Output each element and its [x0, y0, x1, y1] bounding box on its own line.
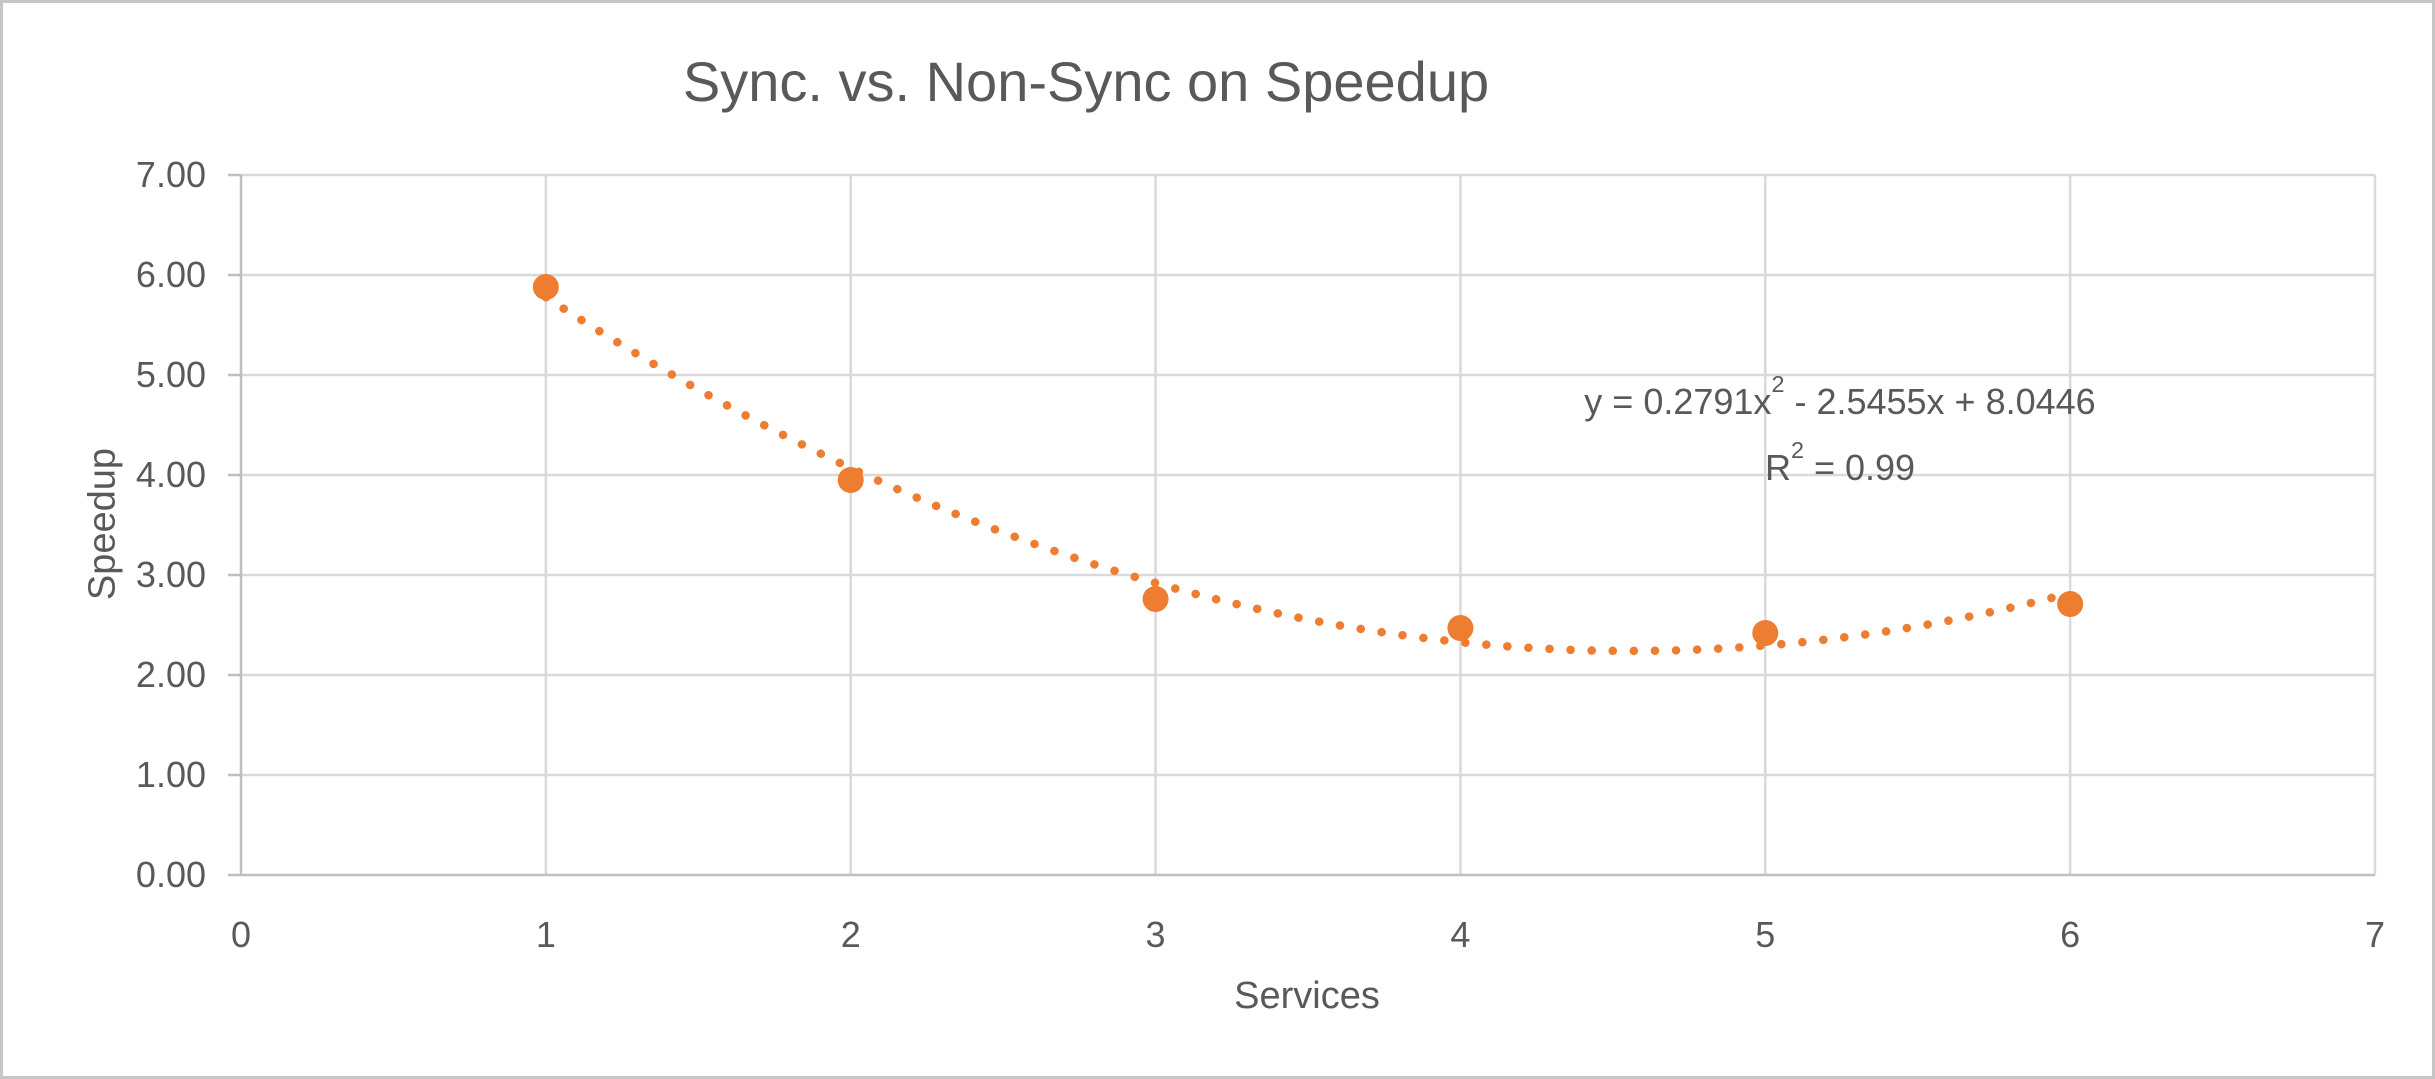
trendline-equation-line: y = 0.2791x2 - 2.5455x + 8.0446	[1340, 369, 2340, 435]
r2-exponent: 2	[1790, 437, 1804, 464]
x-tick-label: 6	[2060, 914, 2080, 955]
x-tick-label: 0	[231, 914, 251, 955]
trendline-r2-line: R2 = 0.99	[1340, 435, 2340, 501]
scatter-plot-area: 0.00 1.00 2.00 3.00 4.00 5.00 6.00 7.00 0 1 2 3 4 5 6 7	[136, 154, 2385, 955]
x-axis-title: Services	[1234, 975, 1380, 1017]
equation-suffix: - 2.5455x + 8.0446	[1784, 381, 2096, 422]
r2-suffix: = 0.99	[1803, 447, 1916, 488]
x-tick-label: 4	[1450, 914, 1470, 955]
data-point-marker	[1142, 586, 1169, 612]
y-tick-label: 5.00	[136, 354, 206, 395]
r2-prefix: R	[1764, 447, 1791, 488]
y-tick-label: 6.00	[136, 254, 206, 295]
trendline	[541, 292, 2075, 656]
y-tick-label: 4.00	[136, 454, 206, 495]
y-tick-label: 7.00	[136, 154, 206, 195]
data-point-marker	[837, 467, 864, 493]
chart-title: Sync. vs. Non-Sync on Speedup	[682, 50, 1490, 113]
y-tick-label: 3.00	[136, 554, 206, 595]
y-axis-title: Speedup	[81, 447, 124, 601]
x-tick-label: 5	[1755, 914, 1775, 955]
data-point-marker	[1752, 620, 1779, 646]
x-tick-label: 7	[2365, 914, 2385, 955]
equation-prefix: y = 0.2791x	[1584, 381, 1772, 422]
y-tick-label: 0.00	[136, 854, 206, 895]
y-tick-label: 1.00	[136, 754, 206, 795]
data-point-marker	[1447, 615, 1474, 641]
data-point-marker	[2057, 591, 2084, 617]
trendline-label: y = 0.2791x2 - 2.5455x + 8.0446 R2 = 0.9…	[1340, 369, 2340, 501]
equation-exponent: 2	[1771, 371, 1785, 398]
y-tick-label: 2.00	[136, 654, 206, 695]
data-point-marker	[532, 274, 559, 300]
x-tick-label: 1	[536, 914, 556, 955]
x-tick-label: 2	[841, 914, 861, 955]
x-tick-label: 3	[1146, 914, 1166, 955]
